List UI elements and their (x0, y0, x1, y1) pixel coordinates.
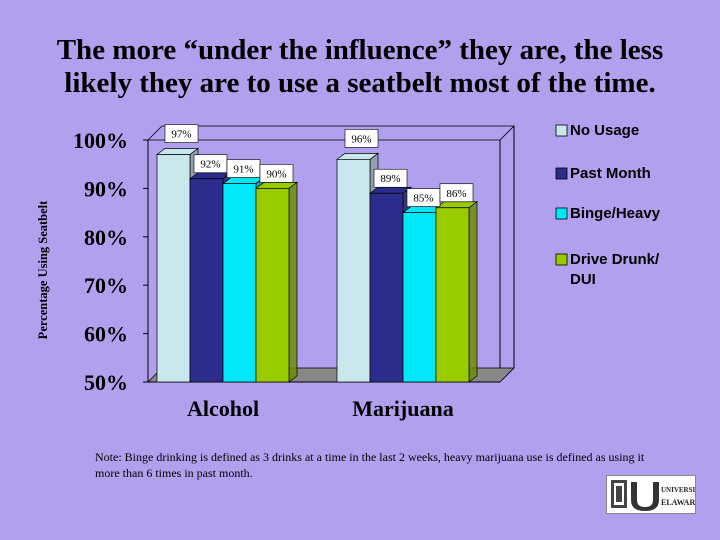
data-label: 96% (344, 129, 379, 148)
bar-front-face (369, 192, 404, 383)
legend-label: Drive Drunk/DUI (570, 251, 660, 288)
bar-front-face (156, 154, 191, 383)
y-tick-label: 50% (84, 370, 128, 395)
legend-item: No Usage (555, 122, 639, 139)
x-category-label: Marijuana (352, 396, 453, 421)
plot-back-top-edge (147, 125, 515, 141)
data-label: 86% (439, 183, 474, 203)
legend-item: Binge/Heavy (555, 205, 661, 222)
data-label: 90% (259, 164, 294, 183)
data-label-box (164, 124, 199, 143)
bar-side-shade (289, 182, 297, 382)
data-label-box (439, 183, 474, 203)
data-label: 89% (373, 168, 408, 188)
data-label-text: 85% (413, 193, 433, 205)
university-logo: UNIVERSITY OF ELAWARE (606, 475, 716, 514)
data-label-text: 97% (171, 129, 191, 141)
bar-front-face (402, 212, 437, 383)
bar (254, 181, 299, 383)
data-label-box (373, 168, 408, 188)
legend-swatch (555, 167, 568, 180)
legend-swatch (555, 207, 568, 220)
data-label: 91% (226, 159, 261, 178)
data-label: 92% (193, 154, 228, 174)
chart-bars (155, 147, 479, 383)
x-category-label: Alcohol (187, 396, 259, 421)
footnote: Note: Binge drinking is defined as 3 dri… (95, 450, 645, 480)
data-label-box (259, 164, 294, 183)
bar (434, 201, 479, 383)
data-label-text: 96% (351, 133, 371, 145)
legend-item: Past Month (555, 165, 651, 182)
slide-title: The more “under the influence” they are,… (56, 34, 664, 100)
data-label-box (344, 129, 379, 148)
bar-front-face (189, 178, 224, 383)
data-label-text: 92% (200, 159, 220, 171)
y-tick-label: 80% (84, 225, 128, 250)
chart-data-labels: 97% 92% 91% 90% 96% 89% 85% 86% (164, 124, 474, 207)
data-label-text: 90% (266, 168, 286, 180)
data-label-text: 91% (233, 164, 253, 176)
bar-side-shade (469, 201, 477, 382)
y-axis-label: Percentage Using Seatbelt (36, 200, 50, 339)
legend-swatch (555, 253, 568, 266)
y-tick-label: 90% (84, 176, 128, 201)
y-tick-label: 60% (84, 322, 128, 347)
bar-front-face (336, 159, 371, 383)
data-label: 97% (164, 124, 199, 143)
svg-text:ELAWARE: ELAWARE (661, 498, 695, 507)
legend-swatch (555, 124, 568, 137)
y-tick-label: 70% (84, 273, 128, 298)
legend-label: Binge/Heavy (570, 205, 661, 222)
legend-item: Drive Drunk/DUI (555, 251, 660, 288)
data-label-text: 86% (446, 188, 466, 200)
data-label: 85% (406, 188, 441, 207)
bar-front-face (222, 183, 257, 383)
svg-text:UNIVERSITY OF: UNIVERSITY OF (661, 486, 695, 494)
legend-label: Past Month (570, 165, 651, 182)
legend-label: No Usage (570, 122, 639, 139)
chart-legend: No Usage Past Month Binge/Heavy Drive Drunk… (555, 122, 661, 288)
bar-front-face (255, 188, 290, 383)
bar-front-face (435, 207, 470, 383)
data-label-text: 89% (380, 173, 400, 185)
y-tick-label: 100% (73, 128, 128, 153)
